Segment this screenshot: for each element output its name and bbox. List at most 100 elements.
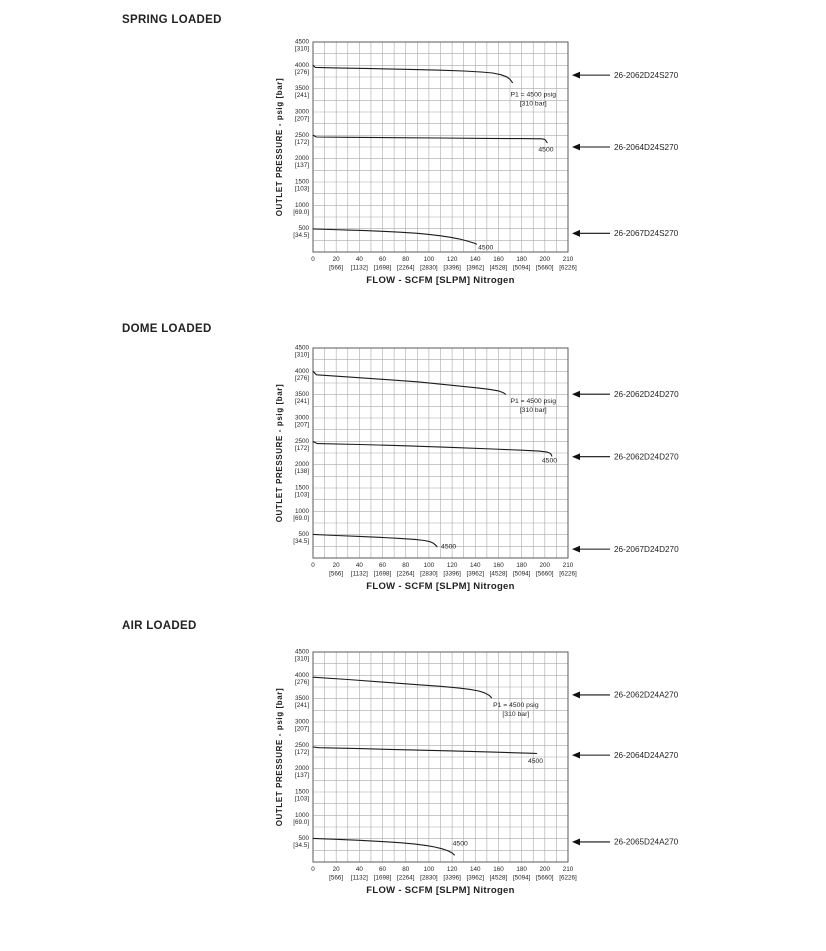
y-tick-bar: [207] xyxy=(295,422,309,429)
y-axis-ticks: 4500[310] 4000[276] 3500[241] 3000[207] 2500… xyxy=(293,39,309,240)
y-tick-psig: 3500 xyxy=(295,391,310,398)
x-tick-scfm: 180 xyxy=(516,256,527,263)
x-tick-slpm: [3962] xyxy=(467,265,485,272)
x-tick-slpm: [3396] xyxy=(443,265,461,272)
left-arrow-icon xyxy=(572,453,580,461)
part-number-label: 26-2065D24A270 xyxy=(614,838,679,847)
y-tick-psig: 2000 xyxy=(295,155,310,162)
x-tick-scfm: 100 xyxy=(424,866,435,873)
p1-annotation: P1 = 4500 psig [310 bar] xyxy=(493,702,539,718)
grid xyxy=(312,347,569,559)
x-axis-title: FLOW - SCFM [SLPM] Nitrogen xyxy=(366,581,514,592)
x-axis-title: FLOW - SCFM [SLPM] Nitrogen xyxy=(366,275,514,286)
curve-end-label: 4500 xyxy=(478,245,493,252)
left-arrow-icon xyxy=(572,691,580,699)
y-tick-psig: 500 xyxy=(298,835,309,842)
y-tick-psig: 4500 xyxy=(295,345,310,352)
x-tick-scfm: 40 xyxy=(356,562,364,569)
curve-26-2062D24D270-0 xyxy=(312,370,506,395)
y-tick-psig: 2500 xyxy=(295,132,310,139)
y-tick-bar: [241] xyxy=(295,702,309,709)
left-arrow-icon xyxy=(572,751,580,759)
y-tick-psig: 4000 xyxy=(295,368,310,375)
y-tick-psig: 2500 xyxy=(295,742,310,749)
flow-chart-spring-loaded: 4500 [310] 4000 [276] 3500 [241] 3000 [207] 2500… xyxy=(268,32,808,300)
y-tick-bar: [172] xyxy=(295,749,309,756)
x-tick-slpm: [1132] xyxy=(351,265,368,272)
x-tick-slpm: [5094] xyxy=(513,571,531,578)
flow-chart-dome-loaded: 4500 [310] 4000 [276] 3500 [241] 3000 [207] 2500… xyxy=(268,338,808,606)
part-number-label: 26-2062D24A270 xyxy=(614,691,679,700)
y-tick-bar: [276] xyxy=(295,375,309,382)
x-tick-slpm: [1698] xyxy=(374,571,392,578)
y-tick-bar: [310] xyxy=(295,656,309,663)
y-tick-psig: 1000 xyxy=(295,508,310,515)
y-axis-ticks: 4500[310] 4000[276] 3500[241] 3000[207] 2500… xyxy=(293,345,309,546)
chart-svg: 4500[310]4000[276]3500[241]3000[207]2500… xyxy=(275,649,679,897)
x-tick-scfm: 80 xyxy=(402,866,410,873)
y-tick-bar: [241] xyxy=(295,398,309,405)
y-tick-psig: 1000 xyxy=(295,812,310,819)
part-number-label: 26-2062D24D270 xyxy=(614,390,679,399)
x-tick-slpm: [5660] xyxy=(536,265,554,272)
y-tick-psig: 4500 xyxy=(295,39,310,46)
x-tick-slpm: [1698] xyxy=(374,875,392,882)
curve-26-2064D24S270-1 xyxy=(312,134,548,144)
x-tick-slpm: [2264] xyxy=(397,571,415,578)
part-number-label: 26-2067D24S270 xyxy=(614,229,679,238)
part-number-label: 26-2062D24S270 xyxy=(614,71,679,80)
section-title-dome-loaded: DOME LOADED xyxy=(122,323,212,335)
x-axis-ticks: 0 20 [566] 40 [1132] 60 [1698] 80 [2264] 100 [2830… xyxy=(311,562,577,578)
x-tick-scfm: 80 xyxy=(402,256,410,263)
section-title-air-loaded: AIR LOADED xyxy=(122,620,197,632)
y-tick-bar: [310] xyxy=(295,46,309,53)
x-tick-scfm: 100 xyxy=(424,256,435,263)
curve-26-2067D24S270-2 xyxy=(312,228,477,245)
x-tick-scfm: 140 xyxy=(470,866,481,873)
p1-annotation-line1: P1 = 4500 psig xyxy=(493,702,539,709)
y-tick-bar: [137] xyxy=(295,162,309,169)
x-tick-scfm: 100 xyxy=(424,562,435,569)
x-axis-ticks: 0 20 [566] 40 [1132] 60 [1698] 80 [2264] 100 [2830… xyxy=(311,256,577,272)
p1-annotation-line1: P1 = 4500 psig xyxy=(510,91,556,98)
curve-26-2065D24A270-2 xyxy=(312,837,455,856)
chart-svg: 4500[310]4000[276]3500[241]3000[207]2500… xyxy=(275,39,679,287)
x-tick-slpm: [4528] xyxy=(490,875,508,882)
x-tick-scfm: 20 xyxy=(333,562,341,569)
y-tick-psig: 2000 xyxy=(295,461,310,468)
x-tick-slpm: [5660] xyxy=(536,571,554,578)
left-arrow-icon xyxy=(572,390,580,398)
x-tick-scfm: 160 xyxy=(493,866,504,873)
x-tick-scfm: 180 xyxy=(516,562,527,569)
p1-annotation: P1 = 4500 psig [310 bar] xyxy=(510,91,556,107)
x-tick-slpm: [6226] xyxy=(559,571,577,578)
y-tick-psig: 500 xyxy=(298,531,309,538)
y-tick-bar: [34.5] xyxy=(293,232,309,239)
x-tick-slpm: [3396] xyxy=(443,571,461,578)
flow-chart-air-loaded: 4500 [310] 4000 [276] 3500 [241] 3000 [207] 2500… xyxy=(268,642,808,910)
curve-26-2062D24D270-1 xyxy=(312,441,553,457)
curve-end-label: 4500 xyxy=(453,841,468,848)
x-tick-slpm: [2830] xyxy=(420,875,438,882)
y-axis-title: OUTLET PRESSURE - psig [bar] xyxy=(275,384,284,523)
y-tick-bar: [103] xyxy=(295,186,309,193)
part-number-label: 26-2064D24S270 xyxy=(614,143,679,152)
x-tick-slpm: [6226] xyxy=(559,875,577,882)
y-tick-bar: [69.0] xyxy=(293,515,309,522)
callout-26-2062D24S270-0: 26-2062D24S270 xyxy=(572,71,679,80)
x-tick-scfm: 120 xyxy=(447,562,458,569)
x-tick-scfm: 160 xyxy=(493,562,504,569)
curve-end-label: 4500 xyxy=(441,543,456,550)
x-tick-slpm: [566] xyxy=(329,875,343,882)
y-tick-bar: [34.5] xyxy=(293,842,309,849)
p1-annotation-line2: [310 bar] xyxy=(520,407,547,414)
x-tick-slpm: [2830] xyxy=(420,571,438,578)
x-tick-scfm: 200 xyxy=(540,866,551,873)
y-axis-ticks: 4500[310] 4000[276] 3500[241] 3000[207] 2500… xyxy=(293,649,309,850)
chart-svg: 4500[310]4000[276]3500[241]3000[207]2500… xyxy=(275,345,679,593)
p1-annotation: P1 = 4500 psig [310 bar] xyxy=(510,398,556,414)
y-tick-psig: 1000 xyxy=(295,202,310,209)
x-tick-scfm: 210 xyxy=(563,256,574,263)
part-number-label: 26-2064D24A270 xyxy=(614,751,679,760)
left-arrow-icon xyxy=(572,838,580,846)
